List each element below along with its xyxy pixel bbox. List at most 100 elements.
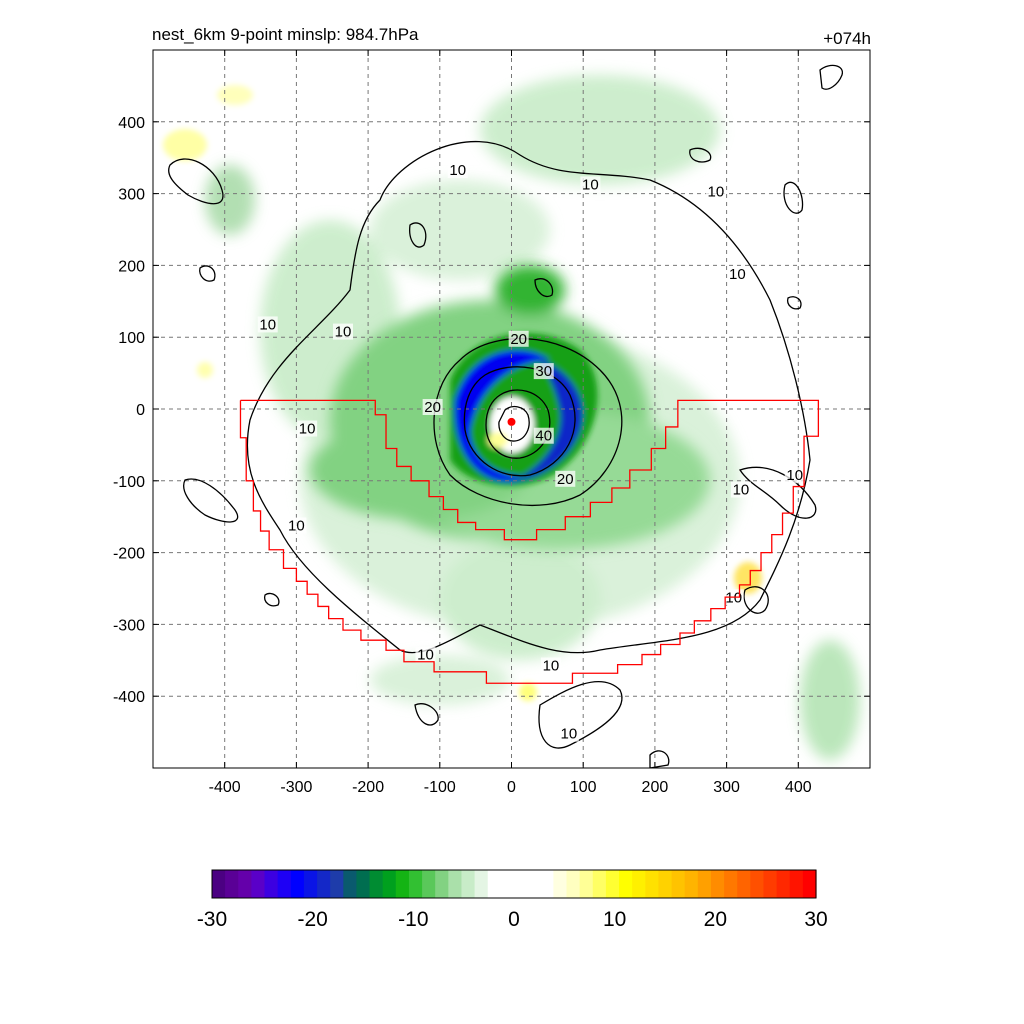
colorbar-swatch: [474, 870, 489, 898]
colorbar-swatch: [632, 870, 646, 898]
colorbar-swatch: [225, 870, 239, 898]
x-tick-label: -100: [424, 779, 456, 796]
colorbar-swatch: [697, 870, 712, 898]
colorbar-swatches: [212, 870, 817, 898]
y-tick-label: -100: [113, 474, 145, 491]
contour-label-bg: [297, 420, 318, 437]
contour-label: 10: [582, 176, 599, 193]
contour-label: 10: [729, 266, 746, 283]
contour-label-bg: [705, 183, 726, 200]
contour-label-bg: [415, 646, 436, 663]
contour-label: 20: [510, 331, 527, 348]
x-tick-label: -400: [209, 779, 241, 796]
colorbar-swatch: [737, 870, 751, 898]
contour-label: 10: [786, 467, 803, 484]
colorbar-swatch: [724, 870, 738, 898]
y-tick-label: -300: [113, 617, 145, 634]
colorbar-swatch: [605, 870, 620, 898]
colorbar-swatch: [487, 870, 502, 898]
y-tick-label: 400: [118, 115, 145, 132]
colorbar-tick-label: 20: [704, 908, 727, 931]
contour-label-bg: [730, 481, 751, 498]
y-tick-label: -400: [113, 689, 145, 706]
colorbar-swatch: [500, 870, 515, 898]
colorbar-swatch: [448, 870, 463, 898]
contour-label-bg: [286, 517, 307, 534]
colorbar-swatch: [566, 870, 581, 898]
colorbar-swatch: [789, 870, 804, 898]
contour-label: 10: [299, 421, 316, 438]
x-tick-label: 400: [785, 779, 812, 796]
contour-label: 10: [708, 184, 725, 201]
colorbar-swatch: [619, 870, 633, 898]
colorbar-swatch: [238, 870, 252, 898]
contour-label: 30: [535, 363, 552, 380]
x-tick-label: 200: [642, 779, 669, 796]
colorbar-tick-label: 0: [508, 908, 520, 931]
colorbar-swatch: [514, 870, 528, 898]
colorbar-swatch: [750, 870, 765, 898]
contour-label-bg: [257, 316, 278, 333]
colorbar-swatch: [671, 870, 686, 898]
colorbar-tick-label: 10: [603, 908, 626, 931]
colorbar-swatch: [303, 870, 318, 898]
colorbar-tick-labels: -30 -20 -10 0 10 20 30: [197, 908, 828, 931]
contour-label-bg: [533, 427, 554, 444]
y-tick-label: 0: [136, 402, 145, 419]
contour-label-bg: [558, 725, 579, 742]
colorbar-tick-label: 30: [804, 908, 827, 931]
contour-label-bg: [580, 176, 601, 193]
colorbar-swatch: [592, 870, 607, 898]
x-tick-label: 0: [507, 779, 516, 796]
contour-label-bg: [422, 399, 443, 415]
contour-label: 10: [543, 657, 560, 674]
contour-label-bg: [555, 470, 576, 487]
region-outline: [239, 399, 820, 684]
colorbar-tick-label: -20: [297, 908, 327, 931]
colorbar-swatch: [212, 870, 226, 898]
contour-label: 40: [535, 428, 552, 445]
colorbar-tick-label: -10: [398, 908, 428, 931]
chart-title: nest_6km 9-point minslp: 984.7hPa: [152, 25, 419, 44]
x-tick-label: 100: [570, 779, 597, 796]
storm-center-marker: [507, 417, 516, 426]
contour-label-bg: [333, 323, 354, 340]
contour-label-bg: [727, 266, 748, 283]
colorbar-swatch: [264, 870, 279, 898]
contour-label: 10: [449, 162, 466, 179]
colorbar-swatch: [290, 870, 305, 898]
colorbar-swatch: [317, 870, 331, 898]
colorbar-swatch: [579, 870, 594, 898]
forecast-hour-label: +074h: [823, 29, 871, 48]
y-tick-label: 300: [118, 187, 145, 204]
colorbar-swatch: [395, 870, 410, 898]
colorbar-swatch: [408, 870, 423, 898]
colorbar-frame: [211, 869, 817, 899]
contour-label: 20: [557, 471, 574, 488]
contour-label-bg: [508, 330, 529, 347]
y-tick-label: 100: [118, 330, 145, 347]
contour-label: 10: [259, 316, 276, 333]
x-tick-label: 300: [713, 779, 740, 796]
x-tick-label: -200: [352, 779, 384, 796]
plot-area: 10 10 10 10 10 10 10 10 10 10 10 10 10 10 20 20 20 30 40: [153, 50, 870, 768]
x-axis-ticks: -400 -300 -200 -100 0 100 200 300 400: [209, 50, 812, 796]
colorbar-tick-label: -30: [197, 908, 227, 931]
y-tick-label: 200: [118, 258, 145, 275]
colorbar-swatch: [776, 870, 791, 898]
y-axis-ticks: 400 300 200 100 0 -100 -200 -300 -400: [113, 115, 870, 706]
contour-label-bg: [540, 657, 561, 674]
colorbar-swatch: [645, 870, 660, 898]
contour-label: 10: [335, 324, 352, 341]
contour-label-bg: [784, 467, 805, 484]
colorbar-swatch: [330, 870, 344, 898]
colorbar-swatch: [527, 870, 541, 898]
colorbar-swatch: [422, 870, 436, 898]
colorbar-swatch: [658, 870, 673, 898]
colorbar-swatch: [763, 870, 778, 898]
y-tick-label: -200: [113, 546, 145, 563]
contour-label: 20: [424, 399, 441, 416]
colorbar-swatch: [540, 870, 554, 898]
contour-label: 10: [725, 589, 742, 606]
